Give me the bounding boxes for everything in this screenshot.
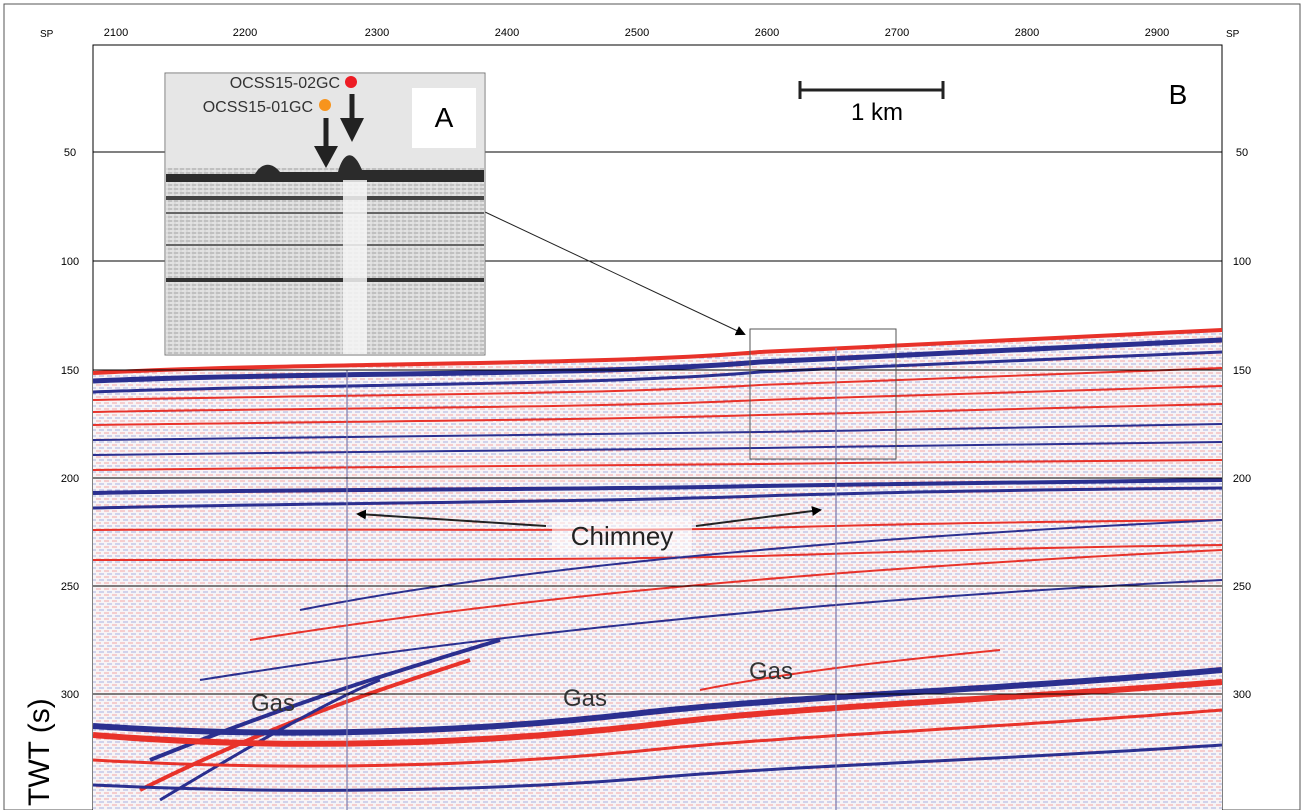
twt-tick-label-right: 100 bbox=[1233, 256, 1251, 268]
core-marker-02gc bbox=[345, 76, 357, 88]
sp-tick-label: 2300 bbox=[365, 27, 389, 39]
core-label-01gc: OCSS15-01GC bbox=[203, 99, 313, 116]
sp-tick-label: 2100 bbox=[104, 27, 128, 39]
twt-tick-label-left: 200 bbox=[61, 473, 79, 485]
twt-tick-label-right: 150 bbox=[1233, 365, 1251, 377]
twt-tick-label-left: 100 bbox=[61, 256, 79, 268]
chimney-arrow-right bbox=[695, 506, 822, 527]
sp-tick-label: 2600 bbox=[755, 27, 779, 39]
sp-tick-label: 2400 bbox=[495, 27, 519, 39]
sp-axis-right-label: SP bbox=[1226, 29, 1240, 40]
twt-axis-title: TWT (s) bbox=[23, 698, 56, 806]
twt-tick-label-left: 300 bbox=[61, 689, 79, 701]
gas-label: Gas bbox=[563, 685, 607, 712]
inset-a: A OCSS15-02GC OCSS15-01GC bbox=[164, 72, 486, 356]
gas-label: Gas bbox=[749, 658, 793, 685]
seismic-section bbox=[93, 328, 1222, 810]
twt-tick-label-right: 50 bbox=[1236, 147, 1248, 159]
sp-tick-label: 2700 bbox=[885, 27, 909, 39]
sp-tick-label: 2800 bbox=[1015, 27, 1039, 39]
sp-axis-left-label: SP bbox=[40, 29, 54, 40]
twt-axis: 50 100 150 200 250 300 50 100 150 200 25… bbox=[23, 147, 1251, 806]
sp-tick-label: 2500 bbox=[625, 27, 649, 39]
scale-bar-label: 1 km bbox=[851, 99, 903, 126]
sp-tick-label: 2900 bbox=[1145, 27, 1169, 39]
figure-border bbox=[3, 3, 1301, 810]
sp-tick-label: 2200 bbox=[233, 27, 257, 39]
zoom-box bbox=[749, 328, 897, 460]
zoom-connector-arrow bbox=[484, 211, 746, 336]
twt-tick-label-right: 250 bbox=[1233, 581, 1251, 593]
core-label-02gc: OCSS15-02GC bbox=[230, 75, 340, 92]
core-marker-01gc bbox=[319, 99, 331, 111]
twt-tick-label-left: 50 bbox=[64, 147, 76, 159]
scale-bar: 1 km bbox=[798, 81, 945, 126]
inset-label-a: A bbox=[435, 102, 454, 133]
twt-grid bbox=[93, 151, 1222, 695]
chimney-arrow-left bbox=[356, 509, 547, 527]
sp-axis: SP SP 2100 2200 2300 2400 2500 2600 2700… bbox=[40, 27, 1240, 40]
gas-label: Gas bbox=[251, 690, 295, 717]
panel-label-b: B bbox=[1169, 79, 1188, 110]
twt-tick-label-right: 200 bbox=[1233, 473, 1251, 485]
twt-tick-label-left: 150 bbox=[61, 365, 79, 377]
twt-tick-label-left: 250 bbox=[61, 581, 79, 593]
chimney-label: Chimney bbox=[571, 521, 674, 551]
twt-tick-label-right: 300 bbox=[1233, 689, 1251, 701]
annotations: Chimney Gas Gas Gas bbox=[251, 506, 822, 717]
